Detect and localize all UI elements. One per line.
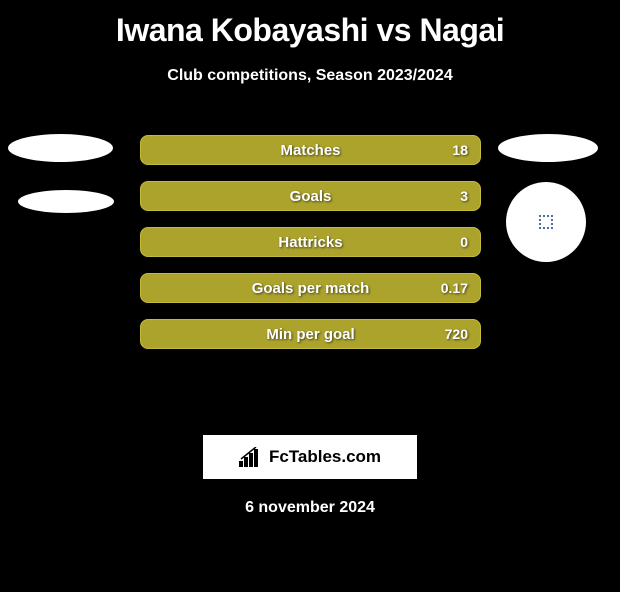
stat-value: 3	[460, 188, 468, 204]
ellipse-shape	[18, 190, 114, 213]
stat-value: 720	[445, 326, 468, 342]
stat-label: Matches	[280, 142, 340, 159]
stat-bar: Min per goal 720	[140, 319, 481, 349]
chart-icon	[239, 447, 263, 467]
right-decoration	[498, 134, 598, 262]
stat-value: 0	[460, 234, 468, 250]
placeholder-icon	[539, 215, 553, 229]
stat-label: Goals	[290, 188, 332, 205]
date-text: 6 november 2024	[0, 499, 620, 517]
stat-bar: Goals 3	[140, 181, 481, 211]
stat-label: Min per goal	[266, 326, 354, 343]
stat-value: 18	[452, 142, 468, 158]
brand-badge: FcTables.com	[203, 435, 417, 479]
page-subtitle: Club competitions, Season 2023/2024	[0, 67, 620, 85]
ellipse-shape	[8, 134, 113, 162]
left-decoration	[8, 134, 113, 213]
circle-shape	[506, 182, 586, 262]
stats-bars: Matches 18 Goals 3 Hattricks 0 Goals per…	[140, 135, 481, 365]
stat-bar: Matches 18	[140, 135, 481, 165]
brand-text: FcTables.com	[269, 447, 381, 467]
ellipse-shape	[498, 134, 598, 162]
page-title: Iwana Kobayashi vs Nagai	[0, 12, 620, 49]
stat-bar: Goals per match 0.17	[140, 273, 481, 303]
stat-value: 0.17	[441, 280, 468, 296]
stat-label: Goals per match	[252, 280, 370, 297]
stat-bar: Hattricks 0	[140, 227, 481, 257]
stat-label: Hattricks	[278, 234, 342, 251]
